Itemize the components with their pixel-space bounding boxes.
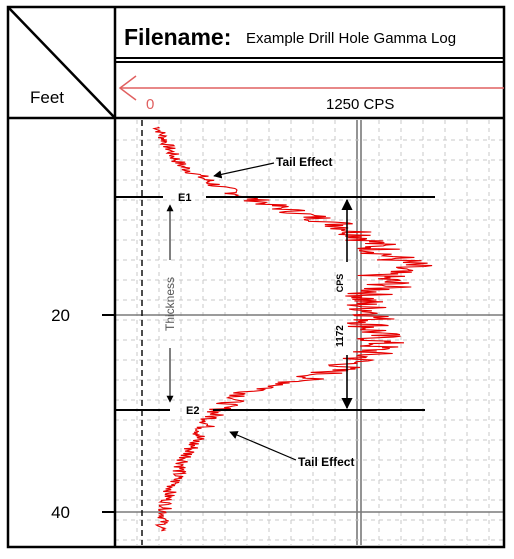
thickness-label: Thickness: [163, 277, 177, 331]
depth-tick-marks: [102, 314, 115, 513]
filename-label: Filename:: [124, 24, 231, 50]
tail-effect-arrow-bottom: [229, 431, 297, 461]
gamma-trace-line: [152, 126, 433, 532]
e1-label: E1: [178, 192, 191, 204]
depth-tick-20: 20: [51, 306, 70, 325]
grid-lines: [115, 120, 504, 545]
tail-effect-arrow-top: [213, 162, 275, 179]
cps-value-label: 1172: [335, 325, 346, 347]
x-tick-zero: 0: [146, 96, 154, 113]
scale-arrow: [118, 75, 504, 101]
tail-effect-label-top: Tail Effect: [276, 155, 332, 169]
e2-label: E2: [186, 405, 199, 417]
tail-effect-label-bottom: Tail Effect: [298, 455, 354, 469]
x-tick-max: 1250 CPS: [326, 96, 394, 113]
log-frame: [6, 5, 506, 549]
depth-tick-40: 40: [51, 503, 70, 522]
depth-axis-label: Feet: [30, 88, 64, 107]
cps-unit-label: CPS: [335, 274, 345, 293]
filename-value: Example Drill Hole Gamma Log: [246, 30, 456, 47]
